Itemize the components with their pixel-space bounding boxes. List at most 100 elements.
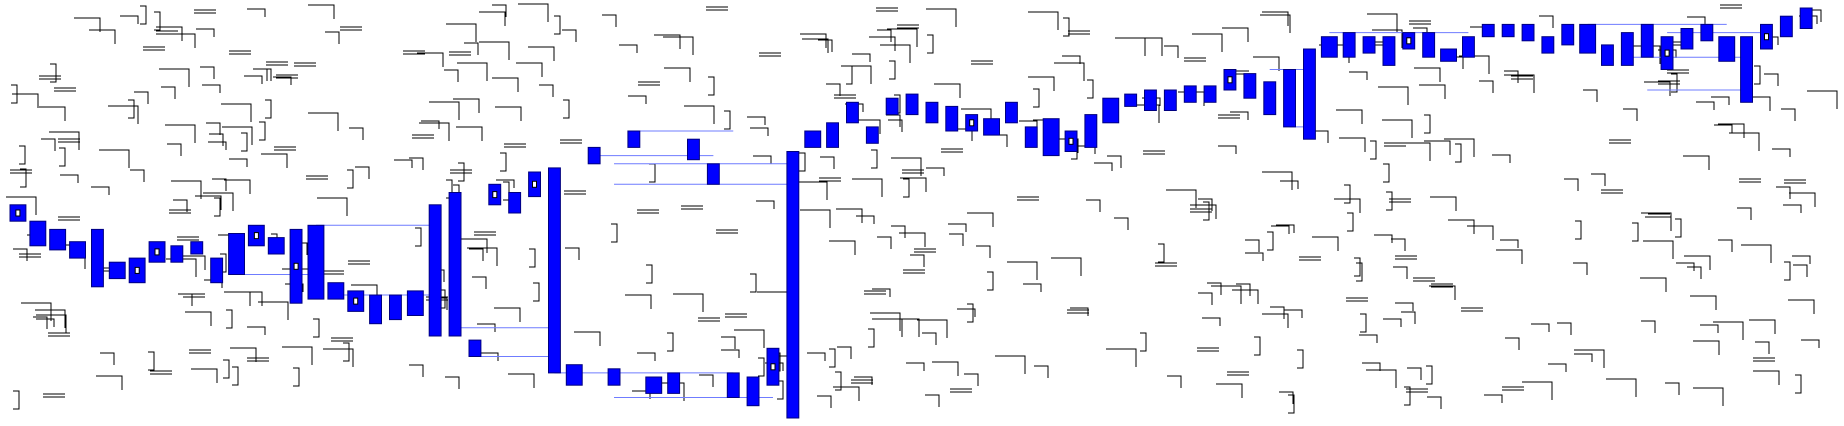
- bracket-glyph: [456, 126, 483, 141]
- bracket-glyph: [1606, 378, 1637, 397]
- bracket-glyph: [1367, 13, 1398, 32]
- bar-marker-53: [1068, 137, 1074, 145]
- bar-marker-17: [353, 297, 359, 305]
- bracket-glyph: [518, 3, 549, 22]
- bracket-glyph: [1484, 394, 1503, 403]
- bracket-glyph: [1667, 69, 1689, 74]
- bar-67: [1342, 32, 1356, 58]
- bracket-glyph: [554, 15, 561, 35]
- bracket-glyph: [148, 351, 155, 371]
- bracket-glyph: [58, 216, 80, 221]
- bracket-glyph: [1378, 86, 1409, 105]
- bracket-glyph: [756, 200, 775, 209]
- bracket-glyph: [941, 148, 963, 153]
- bar-20: [406, 290, 424, 316]
- bar-marker-6: [134, 266, 140, 274]
- bracket-glyph: [1198, 198, 1213, 211]
- bracket-glyph: [1737, 207, 1752, 220]
- bracket-glyph: [834, 94, 856, 99]
- bracket-glyph: [673, 293, 704, 312]
- bracket-glyph: [967, 303, 974, 323]
- bracket-glyph: [120, 15, 139, 24]
- bar-50: [1005, 101, 1018, 124]
- bracket-glyph: [564, 190, 586, 195]
- bracket-glyph: [1401, 311, 1416, 324]
- bracket-glyph: [1753, 357, 1775, 362]
- bracket-glyph: [1755, 341, 1770, 354]
- bar-9: [190, 241, 204, 255]
- bracket-glyph: [39, 106, 66, 121]
- bracket-glyph: [450, 169, 472, 174]
- bracket-glyph: [1505, 337, 1520, 350]
- bar-75: [1501, 23, 1515, 38]
- bracket-glyph: [464, 42, 479, 55]
- bracket-glyph: [322, 270, 344, 275]
- bar-series: [9, 7, 1813, 419]
- bracket-glyph: [6, 196, 37, 215]
- bracket-glyph: [1448, 219, 1475, 234]
- bracket-glyph: [906, 362, 925, 371]
- bracket-glyph: [1227, 371, 1249, 376]
- bar-30: [607, 368, 621, 386]
- bracket-glyph: [1784, 179, 1806, 184]
- bracket-glyph: [846, 65, 853, 85]
- bracket-glyph: [458, 162, 465, 182]
- bracket-glyph: [419, 122, 450, 141]
- bracket-glyph: [35, 309, 66, 328]
- bracket-glyph: [226, 309, 233, 329]
- bracket-glyph: [159, 68, 190, 87]
- bar-85: [1700, 23, 1714, 42]
- bar-80: [1601, 44, 1614, 66]
- bracket-glyph: [1687, 16, 1706, 25]
- bracket-glyph: [957, 308, 976, 317]
- bracket-glyph: [50, 63, 57, 83]
- bracket-glyph: [1531, 323, 1550, 332]
- bar-19: [389, 294, 402, 321]
- bracket-glyph: [1360, 313, 1367, 333]
- bracket-glyph: [1645, 216, 1672, 231]
- bracket-glyph: [932, 361, 959, 376]
- bracket-glyph: [891, 225, 906, 238]
- bracket-glyph: [1729, 132, 1760, 151]
- bar-29: [587, 146, 601, 165]
- bracket-glyph: [1288, 394, 1295, 414]
- bracket-glyph: [472, 276, 487, 289]
- bracket-glyph: [1690, 295, 1717, 310]
- bar-5: [108, 261, 126, 280]
- bracket-glyph: [654, 34, 681, 49]
- bracket-glyph: [533, 282, 540, 302]
- bracket-glyph: [1347, 212, 1354, 232]
- bracket-glyph: [161, 86, 176, 99]
- bar-32: [645, 376, 663, 394]
- bar-marker-48: [969, 119, 975, 127]
- bracket-glyph: [1511, 75, 1533, 80]
- bracket-glyph: [1362, 362, 1381, 371]
- bar-marker-14: [293, 262, 299, 270]
- bracket-glyph: [1190, 208, 1212, 213]
- bracket-glyph: [317, 197, 348, 216]
- bracket-glyph: [869, 36, 896, 51]
- bracket-glyph: [479, 41, 510, 60]
- bracket-glyph: [417, 52, 444, 67]
- bracket-glyph: [708, 76, 715, 96]
- bracket-glyph: [1467, 225, 1494, 240]
- bracket-glyph: [1372, 29, 1403, 48]
- bracket-glyph: [1788, 299, 1815, 314]
- bracket-glyph: [308, 4, 335, 19]
- bracket-glyph: [927, 34, 934, 54]
- bracket-glyph: [1500, 239, 1519, 248]
- bracket-glyph: [837, 346, 852, 359]
- bracket-glyph: [479, 11, 506, 26]
- bar-marker-12: [253, 232, 259, 240]
- bracket-glyph: [457, 62, 488, 81]
- bar-marker-7: [154, 248, 160, 256]
- bracket-glyph: [1784, 261, 1791, 281]
- bracket-glyph: [802, 38, 829, 53]
- bracket-glyph: [1658, 80, 1680, 85]
- bracket-glyph: [625, 294, 652, 309]
- bracket-glyph: [273, 76, 292, 85]
- bracket-glyph: [244, 75, 263, 84]
- bracket-glyph: [800, 33, 827, 48]
- bracket-glyph: [1262, 11, 1289, 26]
- bracket-glyph: [154, 11, 161, 31]
